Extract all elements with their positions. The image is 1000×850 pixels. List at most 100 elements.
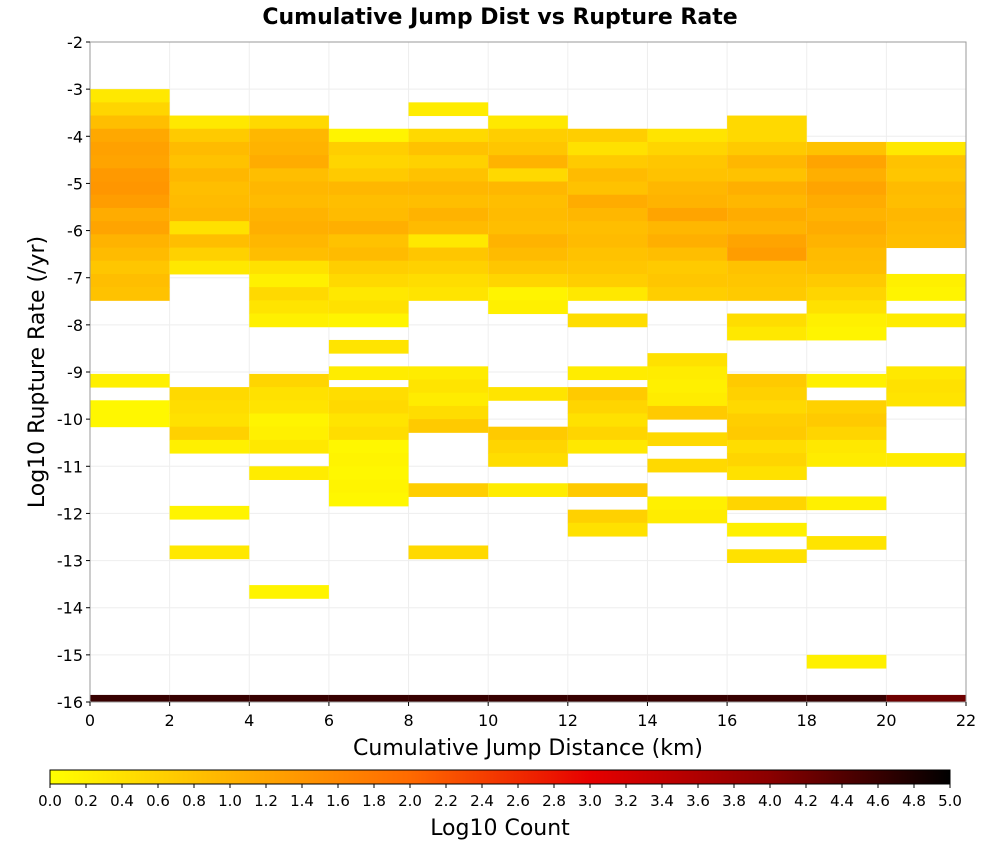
heatmap-cell: [806, 400, 887, 414]
heatmap-cell: [488, 155, 568, 169]
x-tick-label: 8: [403, 711, 413, 730]
heatmap-cell: [328, 247, 409, 262]
heatmap-cell: [647, 141, 728, 156]
heatmap-cell: [647, 260, 728, 275]
heatmap-cell: [488, 221, 568, 235]
heatmap-cell: [886, 366, 966, 381]
heatmap-cell: [727, 260, 807, 275]
heatmap-cell: [408, 287, 489, 301]
colorbar-tick-label: 1.2: [254, 792, 278, 810]
heatmap-cell: [886, 392, 966, 407]
heatmap-cell: [90, 273, 170, 288]
heatmap-cell: [328, 400, 409, 414]
heatmap-cell: [408, 102, 489, 117]
heatmap-cell: [488, 387, 568, 401]
heatmap-cell: [647, 221, 728, 235]
colorbar-tick-label: 0.6: [146, 792, 170, 810]
heatmap-cell: [408, 234, 489, 249]
heatmap-cell: [249, 181, 329, 196]
heatmap-cell: [727, 287, 807, 301]
heatmap-cell: [328, 207, 409, 222]
heatmap-cell-bottom: [567, 694, 648, 702]
heatmap-cell: [886, 234, 966, 249]
heatmap-cell: [169, 545, 250, 560]
colorbar-tick-label: 0.4: [110, 792, 134, 810]
heatmap-cell: [328, 439, 409, 454]
heatmap-cell: [169, 168, 250, 183]
x-tick-label: 10: [478, 711, 498, 730]
heatmap-cell: [169, 413, 250, 428]
heatmap-cell: [169, 247, 250, 262]
heatmap-cell: [886, 313, 966, 328]
heatmap-cell: [249, 155, 329, 169]
x-tick-label: 6: [324, 711, 334, 730]
colorbar-tick-label: 3.6: [686, 792, 710, 810]
colorbar-tick-label: 4.4: [830, 792, 854, 810]
heatmap-cell-bottom: [408, 694, 489, 702]
heatmap-cell: [90, 207, 170, 222]
colorbar-tick-label: 5.0: [938, 792, 962, 810]
heatmap-cell: [647, 181, 728, 196]
heatmap-cell: [249, 426, 329, 441]
x-tick-label: 4: [244, 711, 254, 730]
heatmap-cell: [328, 181, 409, 196]
heatmap-cell: [169, 115, 250, 130]
heatmap-cell: [567, 439, 648, 454]
heatmap-cell: [806, 413, 887, 428]
y-axis-label: Log10 Rupture Rate (/yr): [25, 236, 50, 508]
heatmap-cell: [90, 181, 170, 196]
heatmap-cell: [567, 181, 648, 196]
heatmap-cell: [727, 221, 807, 235]
heatmap-cell: [567, 155, 648, 169]
heatmap-cell: [727, 207, 807, 222]
heatmap-cell: [169, 207, 250, 222]
colorbar-tick-label: 4.2: [794, 792, 818, 810]
heatmap-cell: [249, 413, 329, 428]
heatmap-cell: [488, 247, 568, 262]
heatmap-cell: [567, 366, 648, 381]
heatmap-cell: [408, 260, 489, 275]
heatmap-cell: [328, 221, 409, 235]
heatmap-cell: [328, 260, 409, 275]
heatmap-cell: [567, 168, 648, 183]
heatmap-cell: [647, 379, 728, 394]
y-tick-label: -12: [57, 504, 83, 523]
colorbar-tick-label: 2.8: [542, 792, 566, 810]
colorbar-tick-label: 4.6: [866, 792, 890, 810]
heatmap-cell: [806, 168, 887, 183]
x-axis-ticks: 0 2 4 6 8 10 12 14 16 18 20 22: [85, 702, 976, 730]
colorbar-tick-label: 1.8: [362, 792, 386, 810]
heatmap-cell: [727, 273, 807, 288]
heatmap-cell: [408, 483, 489, 497]
heatmap-cell: [408, 141, 489, 156]
heatmap-cell: [567, 221, 648, 235]
heatmap-cell: [806, 155, 887, 169]
colorbar-tick-label: 1.6: [326, 792, 350, 810]
heatmap-cell: [249, 194, 329, 209]
heatmap-cell-bottom: [169, 694, 250, 702]
heatmap-cell: [249, 273, 329, 288]
heatmap-cell: [647, 287, 728, 301]
heatmap-cell: [886, 181, 966, 196]
heatmap-cell: [408, 366, 489, 381]
heatmap-cell: [169, 260, 250, 275]
heatmap-cell: [567, 522, 648, 537]
heatmap-cell: [169, 194, 250, 209]
heatmap-cells: [90, 89, 966, 702]
heatmap-cell: [567, 207, 648, 222]
colorbar-tick-label: 2.0: [398, 792, 422, 810]
heatmap-cell: [408, 419, 489, 433]
heatmap-cell: [806, 221, 887, 235]
heatmap-cell: [727, 141, 807, 156]
heatmap-cell: [169, 234, 250, 249]
heatmap-cell-bottom: [488, 694, 568, 702]
heatmap-cell: [328, 273, 409, 288]
heatmap-cell: [328, 466, 409, 480]
heatmap-cell: [886, 221, 966, 235]
heatmap-cell: [249, 439, 329, 454]
colorbar-tick-label: 2.4: [470, 792, 494, 810]
heatmap-cell: [328, 479, 409, 494]
heatmap-cell: [328, 492, 409, 507]
heatmap-cell: [567, 247, 648, 262]
